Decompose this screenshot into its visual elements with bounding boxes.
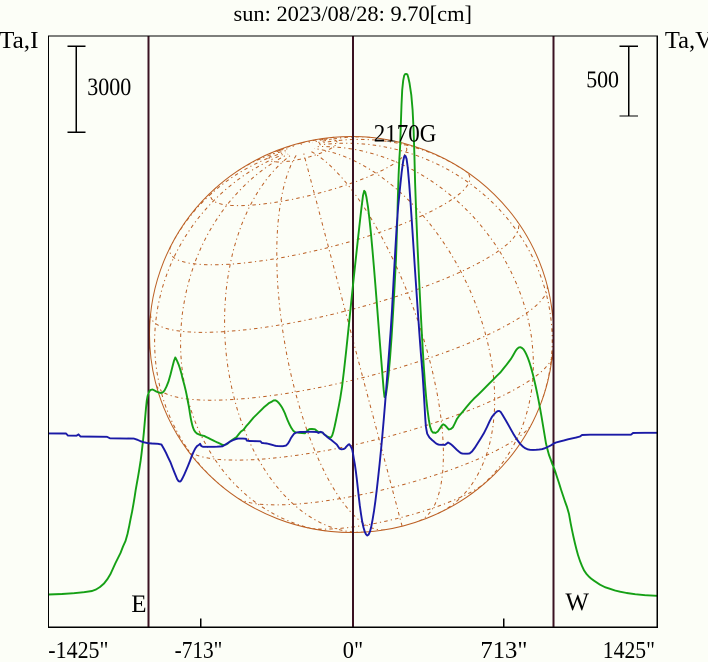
svg-text:-713": -713" <box>175 637 223 662</box>
svg-text:W: W <box>565 589 589 616</box>
svg-text:sun: 2023/08/28: 9.70[cm]: sun: 2023/08/28: 9.70[cm] <box>234 2 473 26</box>
svg-text:1425": 1425" <box>603 637 655 662</box>
svg-text:500: 500 <box>586 67 619 94</box>
svg-text:Ta,V: Ta,V <box>665 27 708 54</box>
svg-text:2170G: 2170G <box>374 121 437 148</box>
svg-text:E: E <box>131 591 146 618</box>
svg-text:0": 0" <box>343 637 363 662</box>
svg-text:3000: 3000 <box>87 74 131 101</box>
svg-text:713": 713" <box>480 637 527 662</box>
svg-text:Ta,I: Ta,I <box>0 27 39 54</box>
svg-text:-1425": -1425" <box>48 637 108 662</box>
